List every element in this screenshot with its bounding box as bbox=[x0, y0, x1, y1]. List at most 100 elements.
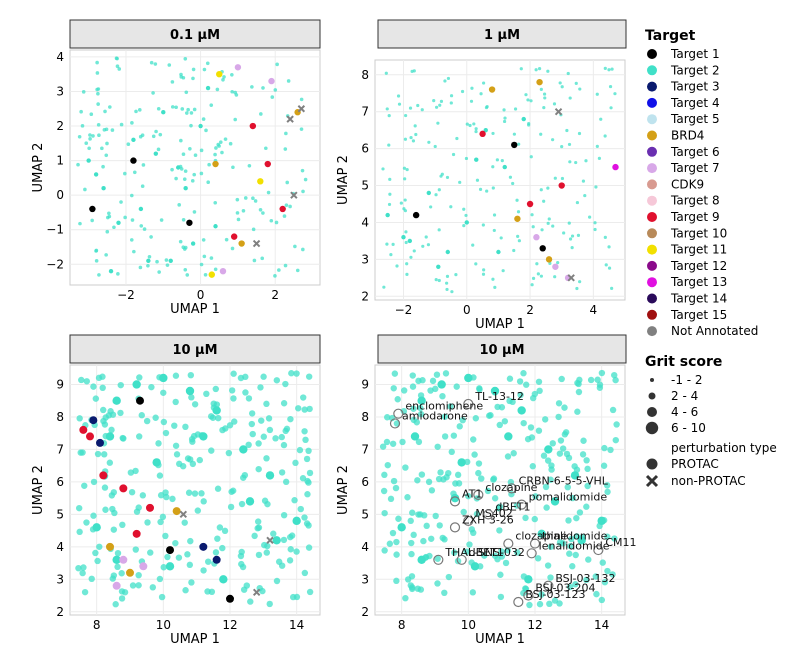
cloud-point bbox=[478, 187, 483, 191]
cloud-point bbox=[87, 146, 91, 151]
cloud-point bbox=[445, 274, 450, 278]
cloud-point bbox=[558, 375, 565, 383]
cloud-point bbox=[541, 416, 549, 423]
cloud-point bbox=[542, 106, 546, 110]
cloud-point bbox=[439, 174, 443, 178]
cloud-point bbox=[482, 268, 486, 272]
cloud-point bbox=[204, 128, 208, 133]
cloud-point bbox=[517, 391, 524, 399]
cloud-point bbox=[79, 569, 86, 577]
cloud-point bbox=[270, 530, 277, 537]
cloud-point bbox=[389, 440, 397, 447]
cloud-point bbox=[110, 526, 118, 533]
cloud-point bbox=[585, 556, 592, 563]
cloud-point bbox=[567, 142, 572, 147]
cloud-point bbox=[97, 133, 101, 138]
point-target-2 bbox=[577, 536, 586, 545]
cloud-point bbox=[180, 107, 185, 111]
cloud-point bbox=[609, 106, 613, 110]
cloud-point bbox=[257, 384, 264, 391]
cloud-point bbox=[277, 268, 281, 272]
cloud-point bbox=[560, 145, 564, 149]
cloud-point bbox=[403, 137, 408, 141]
cloud-point bbox=[132, 249, 136, 254]
cloud-point bbox=[260, 373, 267, 380]
cloud-point bbox=[572, 551, 579, 559]
cloud-point bbox=[249, 430, 256, 438]
cloud-point bbox=[306, 469, 314, 477]
cloud-point bbox=[151, 134, 156, 139]
annotation-marker bbox=[506, 483, 517, 494]
panel-3: 10 µM 8 10 12 14 2 3 4 5 6 7 8 9 UMAP 1 UMAP 2 bbox=[31, 334, 321, 647]
cloud-point bbox=[445, 281, 449, 285]
cloud-point bbox=[531, 225, 535, 229]
y-tick-label: 3 bbox=[56, 572, 64, 586]
legend-grit-swatch bbox=[650, 378, 654, 382]
panel-title: 1 µM bbox=[484, 28, 520, 43]
cloud-point bbox=[194, 507, 202, 514]
cloud-point bbox=[575, 200, 580, 205]
point-target-2 bbox=[292, 516, 301, 526]
cloud-point bbox=[293, 548, 300, 555]
cloud-point bbox=[201, 117, 206, 121]
cloud-point bbox=[259, 112, 263, 116]
cloud-point bbox=[156, 575, 164, 583]
x-tick-label: 2 bbox=[271, 288, 279, 302]
legend-swatch bbox=[647, 244, 657, 255]
cloud-point bbox=[522, 585, 529, 592]
cloud-point bbox=[385, 107, 389, 111]
point-target-2 bbox=[502, 164, 507, 170]
y-tick-label: 1 bbox=[56, 154, 64, 168]
cloud-point bbox=[577, 131, 582, 136]
cloud-point bbox=[183, 57, 188, 61]
cloud-point bbox=[584, 465, 591, 473]
legend-swatch bbox=[647, 309, 657, 320]
point-target-9 bbox=[279, 205, 286, 213]
legend-swatch bbox=[647, 293, 657, 304]
cloud-point bbox=[448, 448, 455, 456]
cloud-point bbox=[588, 215, 592, 219]
cloud-point bbox=[495, 158, 499, 162]
cloud-point bbox=[539, 274, 543, 278]
cloud-point bbox=[405, 262, 409, 266]
cloud-point bbox=[441, 433, 449, 440]
cloud-point bbox=[506, 397, 513, 405]
cloud-point bbox=[184, 551, 191, 558]
cloud-point bbox=[491, 186, 495, 190]
x-tick-label: 12 bbox=[527, 618, 542, 632]
cloud-point bbox=[188, 579, 195, 586]
cloud-point bbox=[242, 389, 249, 396]
point-target-2 bbox=[146, 258, 151, 264]
cloud-point bbox=[253, 199, 258, 203]
point-brd4 bbox=[238, 240, 245, 247]
cloud-point bbox=[182, 587, 189, 594]
cloud-point bbox=[129, 582, 137, 589]
cloud-point bbox=[584, 159, 588, 163]
point-brd4 bbox=[172, 507, 181, 516]
annotation-label: amiodarone bbox=[402, 409, 468, 422]
cloud-point bbox=[286, 79, 291, 83]
cloud-point bbox=[379, 443, 387, 450]
cloud-point bbox=[231, 418, 238, 425]
point-target-3 bbox=[199, 542, 208, 551]
cloud-point bbox=[552, 102, 557, 106]
cloud-point bbox=[484, 105, 489, 110]
legend-target-label: Target 9 bbox=[670, 210, 720, 224]
point-target-9 bbox=[86, 432, 94, 441]
cloud-point bbox=[547, 476, 554, 483]
cloud-point bbox=[432, 512, 439, 520]
cloud-point bbox=[230, 246, 235, 251]
cloud-point bbox=[221, 77, 225, 82]
cloud-point bbox=[185, 273, 190, 277]
cloud-point bbox=[569, 494, 576, 502]
cloud-point bbox=[282, 478, 290, 486]
cloud-point bbox=[508, 175, 513, 179]
cloud-point bbox=[182, 177, 187, 181]
point-target-2 bbox=[131, 137, 136, 143]
cloud-point bbox=[76, 415, 83, 422]
cloud-point bbox=[546, 69, 550, 73]
cloud-point bbox=[414, 477, 421, 484]
cloud-point bbox=[547, 217, 551, 221]
point-target-2 bbox=[245, 497, 255, 506]
point-target-2 bbox=[112, 555, 121, 565]
